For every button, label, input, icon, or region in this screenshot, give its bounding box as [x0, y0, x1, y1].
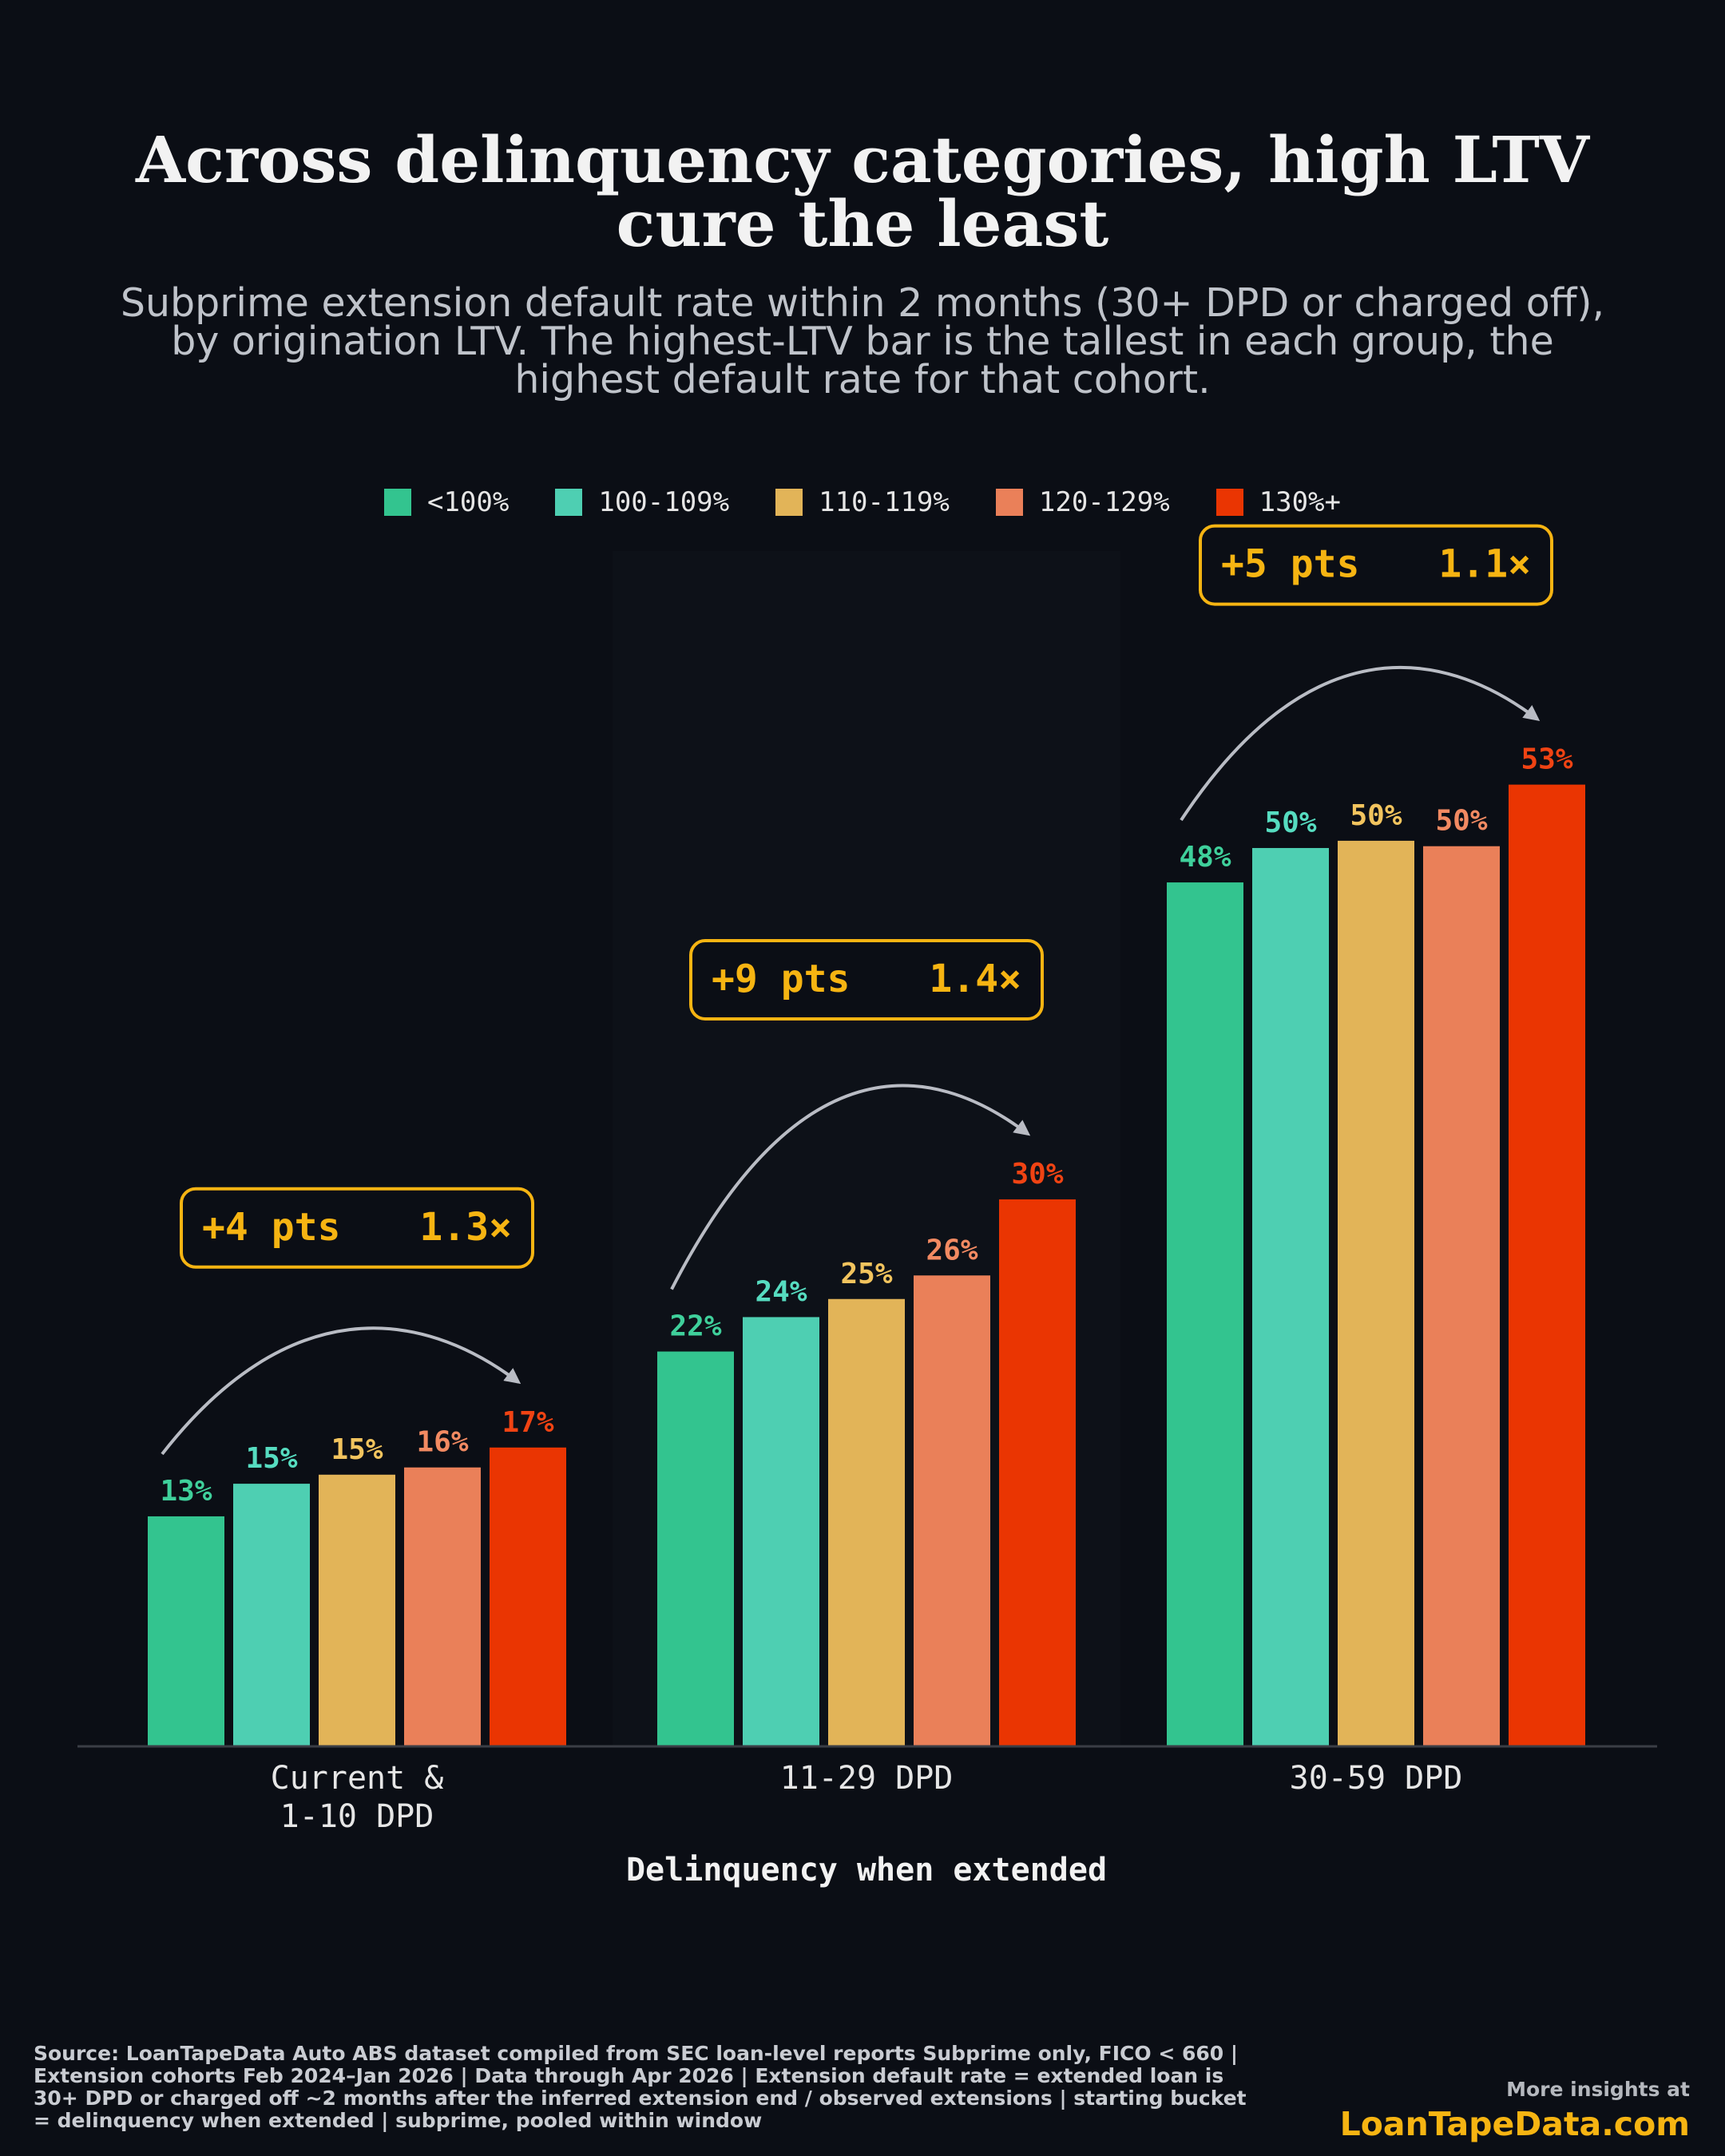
- legend-swatch: [1215, 489, 1243, 516]
- value-label: 26%: [926, 1234, 978, 1266]
- bar: [828, 1298, 905, 1746]
- legend-label: 120-129%: [1038, 486, 1170, 518]
- annotation-pts: +4 pts: [202, 1205, 340, 1250]
- x-axis-label: Delinquency when extended: [626, 1852, 1107, 1888]
- value-labels: 13% 15% 15% 16% 17% 22% 24% 25% 26% 30% 48% 50% 50% 5…: [160, 743, 1572, 1508]
- value-label: 24%: [755, 1275, 807, 1308]
- chart-subtitle-line-3: highest default rate for that cohort.: [514, 357, 1211, 402]
- annotation-boxes: +4 pts 1.3× +9 pts 1.4× +5 pts 1.1×: [180, 524, 1553, 1269]
- chart-title-line-2: cure the least: [616, 186, 1109, 261]
- value-label: 15%: [245, 1442, 297, 1475]
- value-label: 30%: [1011, 1158, 1063, 1191]
- bar: [148, 1516, 224, 1746]
- bar: [490, 1447, 566, 1746]
- x-axis: Current &1-10 DPD 11-29 DPD 30-59 DPD Delin…: [77, 1745, 1657, 1888]
- more-insights-label: More insights at: [1506, 2078, 1690, 2101]
- source-line-2: Extension cohorts Feb 2024–Jan 2026 | Da…: [34, 2064, 1224, 2087]
- source-line-3: 30+ DPD or charged off ~2 months after t…: [34, 2087, 1247, 2110]
- legend-item-110-119: 110-119%: [775, 486, 950, 518]
- value-label: 48%: [1179, 841, 1231, 874]
- trend-arrow: [670, 1084, 1031, 1290]
- value-label: 17%: [502, 1406, 553, 1439]
- legend-label: 130%+: [1259, 486, 1341, 518]
- bar: [1509, 784, 1585, 1746]
- legend-swatch: [995, 489, 1023, 516]
- bar: [1423, 846, 1500, 1746]
- value-label: 22%: [669, 1310, 721, 1343]
- brand-link[interactable]: LoanTapeData.com: [1339, 2105, 1690, 2143]
- legend-label: 110-119%: [819, 486, 950, 518]
- legend-swatch: [383, 489, 411, 516]
- legend-swatch: [775, 489, 803, 516]
- value-label: 53%: [1521, 743, 1572, 776]
- x-tick-label: Current &: [271, 1760, 444, 1797]
- x-tick-label: 11-29 DPD: [780, 1760, 954, 1797]
- trend-arrow: [161, 1326, 521, 1456]
- chart-subtitle: Subprime extension default rate within 2…: [64, 280, 1661, 402]
- value-label: 50%: [1264, 807, 1316, 839]
- chart-title-line-1: Across delinquency categories, high LTV: [136, 122, 1589, 197]
- annotation-box: [1199, 524, 1553, 606]
- bars: [148, 784, 1585, 1746]
- bar: [233, 1484, 310, 1746]
- bar-chart: 13% 15% 15% 16% 17% 22% 24% 25% 26% 30% 48% 50% 50% 5…: [77, 524, 1657, 1888]
- source-line-1: Source: LoanTapeData Auto ABS dataset co…: [34, 2042, 1239, 2065]
- legend-swatch: [555, 489, 583, 516]
- legend-item-120-129: 120-129%: [995, 486, 1170, 518]
- annotation-pts: +5 pts: [1221, 542, 1359, 587]
- annotation-pts: +9 pts: [712, 957, 850, 1001]
- value-label: 16%: [416, 1426, 468, 1459]
- legend-item-under-100: <100%: [383, 486, 510, 518]
- bar: [1252, 847, 1329, 1746]
- x-tick-label: 30-59 DPD: [1290, 1760, 1463, 1797]
- bar: [999, 1199, 1076, 1746]
- bar: [914, 1275, 990, 1746]
- annotation-ratio: 1.3×: [419, 1205, 512, 1250]
- trend-arrows: [161, 665, 1541, 1456]
- legend-label: <100%: [426, 486, 510, 518]
- chart-subtitle-line-1: Subprime extension default rate within 2…: [120, 280, 1605, 326]
- bar: [1338, 840, 1414, 1746]
- annotation-box: [689, 939, 1044, 1021]
- x-tick-label: 1-10 DPD: [280, 1798, 434, 1835]
- legend-item-100-109: 100-109%: [555, 486, 729, 518]
- bar: [743, 1317, 819, 1746]
- trend-arrow: [1180, 665, 1541, 822]
- source-line-4: = delinquency when extended | subprime, …: [34, 2109, 763, 2132]
- chart-subtitle-line-2: by origination LTV. The highest-LTV bar …: [171, 319, 1554, 364]
- annotation-box: [180, 1187, 534, 1269]
- chart-legend: <100% 100-109% 110-119% 120-129% 130%+: [0, 482, 1725, 522]
- chart-title: Across delinquency categories, high LTV …: [0, 128, 1725, 256]
- legend-label: 100-109%: [598, 486, 730, 518]
- value-label: 50%: [1350, 799, 1402, 832]
- bar: [319, 1474, 395, 1746]
- legend-item-130-plus: 130%+: [1215, 486, 1341, 518]
- value-label: 13%: [160, 1475, 212, 1508]
- bar: [657, 1351, 734, 1746]
- bar: [1167, 882, 1243, 1746]
- value-label: 50%: [1435, 805, 1487, 838]
- bar: [404, 1467, 481, 1746]
- value-label: 25%: [840, 1258, 892, 1290]
- value-label: 15%: [331, 1433, 383, 1466]
- annotation-ratio: 1.4×: [929, 957, 1021, 1001]
- source-note: Source: LoanTapeData Auto ABS dataset co…: [34, 2043, 1343, 2132]
- annotation-ratio: 1.1×: [1438, 542, 1531, 587]
